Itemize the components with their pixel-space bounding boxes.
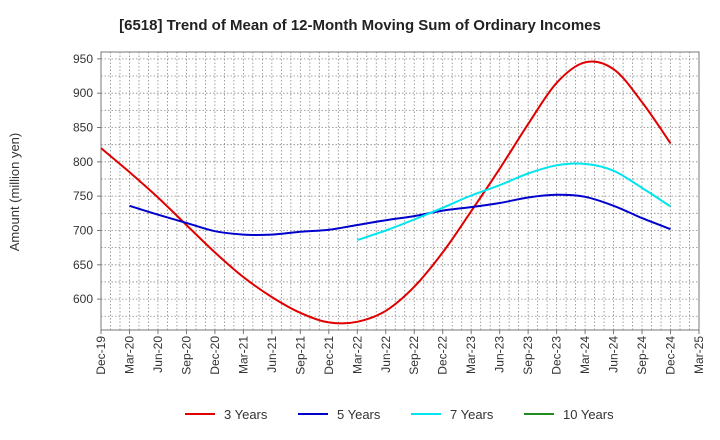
y-tick-layer: 600 650 700 750 800 850 900 950 [73,52,101,306]
x-tick-label: Sep-20 [179,336,193,375]
series-line-7-years [356,162,672,242]
x-tick-label: Sep-22 [407,336,421,375]
x-tick-label: Mar-24 [578,336,592,374]
grid-layer [101,52,699,330]
legend-label-5-years: 5 Years [337,407,381,422]
legend-label-10-years: 10 Years [563,407,614,422]
x-tick-layer: Dec-19 Mar-20 Jun-20 Sep-20 Dec-20 Mar-21 Jun-… [94,330,706,375]
y-axis-label: Amount (million yen) [7,133,22,252]
y-tick-label: 650 [73,258,93,272]
y-tick-label: 800 [73,155,93,169]
y-tick-label: 600 [73,292,93,306]
x-tick-label: Jun-24 [607,336,621,373]
x-tick-label: Sep-23 [521,336,535,375]
legend-label-7-years: 7 Years [450,407,494,422]
legend-label-3-years: 3 Years [224,407,268,422]
series-layer [100,60,672,325]
x-tick-label: Dec-21 [322,336,336,375]
x-tick-label: Mar-21 [236,336,250,374]
y-tick-label: 750 [73,189,93,203]
x-tick-label: Dec-24 [664,336,678,375]
y-tick-label: 700 [73,223,93,237]
x-tick-label: Sep-24 [635,336,649,375]
legend: 3 Years 5 Years 7 Years 10 Years [185,407,614,422]
chart-title: [6518] Trend of Mean of 12-Month Moving … [119,17,601,34]
x-tick-label: Jun-22 [379,336,393,373]
x-tick-label: Jun-20 [151,336,165,373]
y-tick-label: 950 [73,52,93,66]
x-tick-label: Dec-23 [550,336,564,375]
y-tick-label: 850 [73,121,93,135]
x-tick-label: Jun-23 [493,336,507,373]
x-tick-label: Mar-20 [122,336,136,374]
plot-frame [100,51,700,331]
x-tick-label: Dec-22 [436,336,450,375]
series-line-5-years [129,193,671,236]
x-tick-label: Dec-19 [94,336,108,375]
x-tick-label: Mar-23 [464,336,478,374]
x-tick-label: Mar-25 [692,336,706,374]
x-tick-label: Mar-22 [350,336,364,374]
x-tick-label: Jun-21 [265,336,279,373]
x-tick-label: Sep-21 [293,336,307,375]
x-tick-label: Dec-20 [208,336,222,375]
y-tick-label: 900 [73,86,93,100]
series-line-3-years [100,60,672,325]
